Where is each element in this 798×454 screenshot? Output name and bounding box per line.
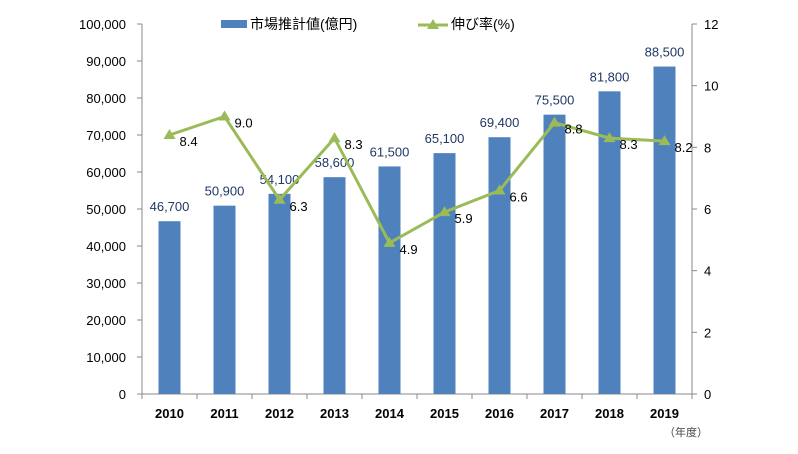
line-data-label: 6.6 — [510, 190, 528, 205]
bar-2012 — [268, 193, 291, 394]
line-data-label: 8.8 — [565, 122, 583, 137]
bar-data-label: 81,800 — [590, 69, 630, 84]
growth-rate-marker-2017 — [548, 116, 561, 127]
bar-data-label: 65,100 — [425, 131, 465, 146]
right-tick-label: 0 — [704, 387, 711, 402]
right-tick-label: 2 — [704, 325, 711, 340]
line-data-label: 8.3 — [345, 137, 363, 152]
line-data-label: 6.3 — [290, 199, 308, 214]
bar-2019 — [653, 66, 676, 395]
growth-rate-marker-2010 — [163, 129, 176, 139]
legend-bar-label: 市場推計値(億円) — [250, 16, 357, 32]
x-tick-label: 2011 — [210, 406, 238, 421]
legend-line-label: 伸び率(%) — [451, 16, 515, 32]
bar-data-label: 69,400 — [480, 115, 520, 130]
bar-data-label: 46,700 — [150, 199, 190, 214]
growth-rate-marker-2013 — [328, 132, 341, 143]
line-data-label: 5.9 — [455, 211, 473, 226]
left-tick-label: 40,000 — [86, 239, 126, 254]
line-data-label: 9.0 — [235, 116, 253, 131]
left-tick-label: 30,000 — [86, 276, 126, 291]
bar-2013 — [323, 177, 346, 394]
growth-rate-marker-2014 — [383, 236, 396, 247]
right-tick-label: 8 — [704, 140, 711, 155]
x-tick-label: 2010 — [155, 406, 184, 421]
left-tick-label: 0 — [119, 387, 126, 402]
x-tick-label: 2019 — [650, 406, 679, 421]
bar-data-label: 75,500 — [535, 93, 575, 108]
bar-2010 — [158, 221, 181, 394]
legend-bar-swatch — [221, 20, 247, 28]
bar-2017 — [543, 114, 566, 395]
growth-rate-marker-2012 — [273, 193, 286, 204]
x-tick-label: 2012 — [265, 406, 294, 421]
x-tick-label: 2016 — [485, 406, 514, 421]
growth-rate-marker-2016 — [493, 184, 506, 195]
left-tick-label: 60,000 — [86, 165, 126, 180]
x-tick-label: 2017 — [540, 406, 569, 421]
right-tick-label: 6 — [704, 202, 711, 217]
growth-rate-marker-2011 — [218, 110, 231, 121]
x-tick-label: 2018 — [595, 406, 624, 421]
left-tick-label: 20,000 — [86, 313, 126, 328]
bar-2014 — [378, 166, 401, 394]
left-tick-label: 90,000 — [86, 54, 126, 69]
bar-2011 — [213, 205, 236, 394]
line-data-label: 8.2 — [675, 140, 693, 155]
bar-2016 — [488, 137, 511, 394]
left-tick-label: 70,000 — [86, 128, 126, 143]
line-data-label: 8.3 — [620, 137, 638, 152]
right-tick-label: 12 — [704, 17, 718, 32]
growth-rate-marker-2019 — [658, 135, 671, 146]
x-axis-unit-label: （年度） — [664, 425, 708, 439]
right-tick-label: 10 — [704, 79, 718, 94]
right-tick-label: 4 — [704, 264, 711, 279]
bar-data-label: 88,500 — [645, 45, 685, 60]
bar-data-label: 50,900 — [205, 184, 245, 199]
line-data-label: 8.4 — [180, 134, 198, 149]
legend-triangle-icon — [427, 19, 439, 29]
bar-data-label: 61,500 — [370, 144, 410, 159]
growth-rate-marker-2015 — [438, 206, 451, 217]
bar-2015 — [433, 153, 456, 394]
growth-rate-line — [169, 114, 665, 245]
left-tick-label: 100,000 — [79, 17, 126, 32]
x-tick-label: 2015 — [430, 406, 459, 421]
x-tick-label: 2013 — [320, 406, 349, 421]
bar-2018 — [598, 91, 621, 394]
left-tick-label: 10,000 — [86, 350, 126, 365]
line-data-label: 4.9 — [400, 242, 418, 257]
x-tick-label: 2014 — [375, 406, 405, 421]
growth-rate-marker-2018 — [603, 132, 616, 143]
left-tick-label: 80,000 — [86, 91, 126, 106]
left-tick-label: 50,000 — [86, 202, 126, 217]
